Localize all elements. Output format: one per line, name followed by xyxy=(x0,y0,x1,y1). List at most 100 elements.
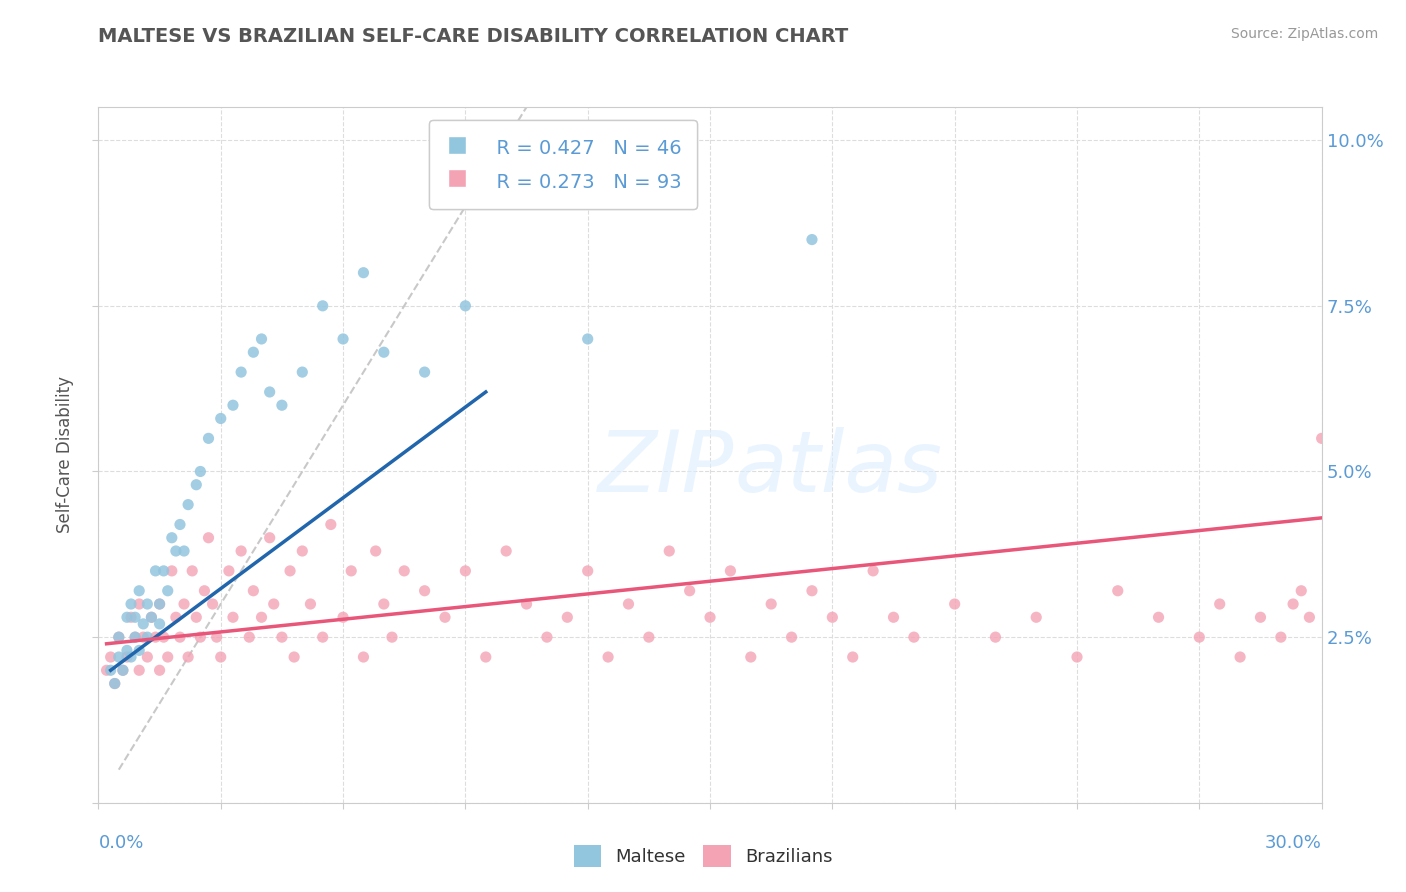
Point xyxy=(1282,597,1305,611)
Point xyxy=(270,630,294,644)
Text: ZIP: ZIP xyxy=(598,427,734,510)
Point xyxy=(145,630,167,644)
Point xyxy=(165,544,187,558)
Point xyxy=(821,610,844,624)
Point xyxy=(193,583,215,598)
Point xyxy=(104,676,127,690)
Point xyxy=(761,597,783,611)
Point xyxy=(108,650,131,665)
Point xyxy=(231,544,253,558)
Point xyxy=(1270,630,1292,644)
Point xyxy=(434,610,457,624)
Point xyxy=(209,650,232,665)
Point xyxy=(177,650,200,665)
Point xyxy=(160,564,183,578)
Point xyxy=(740,650,762,665)
Point xyxy=(231,365,253,379)
Point xyxy=(454,564,477,578)
Point xyxy=(352,266,374,280)
Point xyxy=(381,630,404,644)
Point xyxy=(218,564,240,578)
Point xyxy=(120,650,142,665)
Point xyxy=(100,650,122,665)
Point xyxy=(111,663,134,677)
Point xyxy=(1310,431,1333,445)
Point xyxy=(222,610,245,624)
Point xyxy=(238,630,260,644)
Point xyxy=(136,650,159,665)
Point xyxy=(1107,583,1129,598)
Text: Source: ZipAtlas.com: Source: ZipAtlas.com xyxy=(1230,27,1378,41)
Point xyxy=(903,630,925,644)
Point xyxy=(149,597,172,611)
Point xyxy=(96,663,118,677)
Point xyxy=(392,564,416,578)
Point xyxy=(801,233,824,247)
Point xyxy=(699,610,721,624)
Point xyxy=(283,650,305,665)
Point xyxy=(598,650,620,665)
Point xyxy=(156,583,179,598)
Point xyxy=(136,597,159,611)
Point xyxy=(638,630,661,644)
Point xyxy=(263,597,285,611)
Point xyxy=(124,630,146,644)
Point xyxy=(169,517,191,532)
Point xyxy=(128,583,150,598)
Point xyxy=(165,610,187,624)
Point xyxy=(617,597,640,611)
Point xyxy=(373,597,395,611)
Legend:   R = 0.427   N = 46,   R = 0.273   N = 93: R = 0.427 N = 46, R = 0.273 N = 93 xyxy=(429,120,697,209)
Point xyxy=(108,630,131,644)
Legend: Maltese, Brazilians: Maltese, Brazilians xyxy=(567,838,839,874)
Point xyxy=(720,564,742,578)
Point xyxy=(454,299,477,313)
Point xyxy=(364,544,387,558)
Point xyxy=(197,431,219,445)
Point xyxy=(259,531,281,545)
Point xyxy=(943,597,966,611)
Point xyxy=(413,365,436,379)
Point xyxy=(557,610,579,624)
Point xyxy=(373,345,395,359)
Point xyxy=(149,663,172,677)
Point xyxy=(780,630,803,644)
Point xyxy=(332,332,354,346)
Point xyxy=(1298,610,1320,624)
Point xyxy=(332,610,354,624)
Point xyxy=(474,650,498,665)
Point xyxy=(984,630,1007,644)
Point xyxy=(299,597,322,611)
Point xyxy=(115,610,138,624)
Point xyxy=(312,299,335,313)
Point xyxy=(141,610,163,624)
Point xyxy=(242,583,264,598)
Point xyxy=(188,465,212,479)
Point xyxy=(1249,610,1271,624)
Point xyxy=(128,663,150,677)
Point xyxy=(1188,630,1211,644)
Point xyxy=(115,643,138,657)
Point xyxy=(209,411,232,425)
Point xyxy=(108,630,131,644)
Point xyxy=(222,398,245,412)
Point xyxy=(205,630,228,644)
Point xyxy=(197,531,219,545)
Point xyxy=(152,564,174,578)
Point xyxy=(132,630,155,644)
Point xyxy=(115,650,138,665)
Point xyxy=(100,663,122,677)
Point xyxy=(259,384,281,399)
Point xyxy=(1147,610,1170,624)
Point xyxy=(1229,650,1251,665)
Point xyxy=(128,597,150,611)
Point xyxy=(177,498,200,512)
Point xyxy=(658,544,681,558)
Point xyxy=(173,544,195,558)
Point xyxy=(120,597,142,611)
Point xyxy=(340,564,363,578)
Y-axis label: Self-Care Disability: Self-Care Disability xyxy=(56,376,75,533)
Point xyxy=(862,564,884,578)
Point xyxy=(188,630,212,644)
Point xyxy=(173,597,195,611)
